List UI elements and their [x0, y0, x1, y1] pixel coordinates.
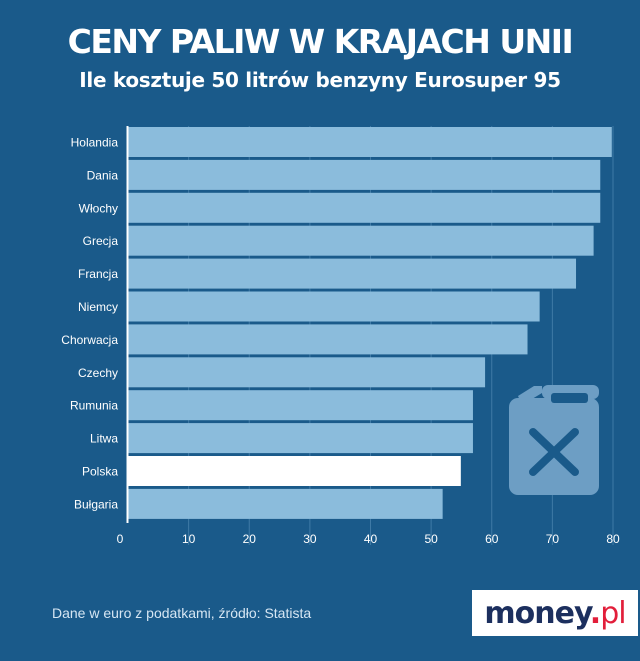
category-label: Chorwacja	[61, 333, 118, 347]
chart-subtitle: Ile kosztuje 50 litrów benzyny Eurosuper…	[79, 68, 561, 92]
logo-text: money.pl	[484, 595, 626, 631]
bar	[128, 258, 577, 289]
x-tick-label: 50	[424, 532, 438, 546]
category-label: Niemcy	[78, 300, 118, 314]
category-label: Bułgaria	[74, 497, 118, 511]
bar	[128, 488, 443, 519]
category-label: Litwa	[90, 432, 118, 446]
bar	[128, 324, 528, 355]
bar	[128, 127, 612, 157]
x-tick-label: 10	[182, 532, 196, 546]
x-tick-label: 40	[364, 532, 378, 546]
bar-highlighted	[128, 456, 461, 486]
money-pl-logo[interactable]: money.pl	[472, 590, 638, 636]
category-label: Polska	[82, 465, 118, 479]
category-label: Włochy	[79, 201, 118, 215]
category-label: Holandia	[71, 136, 119, 150]
x-tick-label: 30	[303, 532, 317, 546]
fuel-canister-icon	[509, 385, 599, 495]
bar	[128, 357, 486, 388]
bar	[128, 291, 540, 322]
category-label: Francja	[78, 267, 118, 281]
x-tick-label: 70	[546, 532, 560, 546]
x-tick-label: 20	[243, 532, 257, 546]
bar	[128, 390, 473, 421]
chart-title: CENY PALIW W KRAJACH UNII	[67, 22, 574, 61]
source-note: Dane w euro z podatkami, źródło: Statist…	[52, 605, 312, 621]
x-tick-label: 60	[485, 532, 499, 546]
bar	[128, 423, 473, 454]
bar	[128, 192, 601, 223]
category-label: Rumunia	[70, 399, 118, 413]
category-label: Czechy	[78, 366, 118, 380]
bar	[128, 159, 601, 190]
category-label: Dania	[87, 168, 119, 182]
x-tick-label: 0	[117, 532, 124, 546]
x-tick-label: 80	[606, 532, 620, 546]
bars	[128, 127, 612, 519]
category-label: Grecja	[83, 234, 119, 248]
bar	[128, 225, 594, 256]
category-labels: Holandia Dania Włochy Grecja Francja Niemcy Ch…	[61, 136, 118, 512]
x-tick-labels: 0 10 20 30 40 50 60 70 80	[117, 532, 620, 546]
